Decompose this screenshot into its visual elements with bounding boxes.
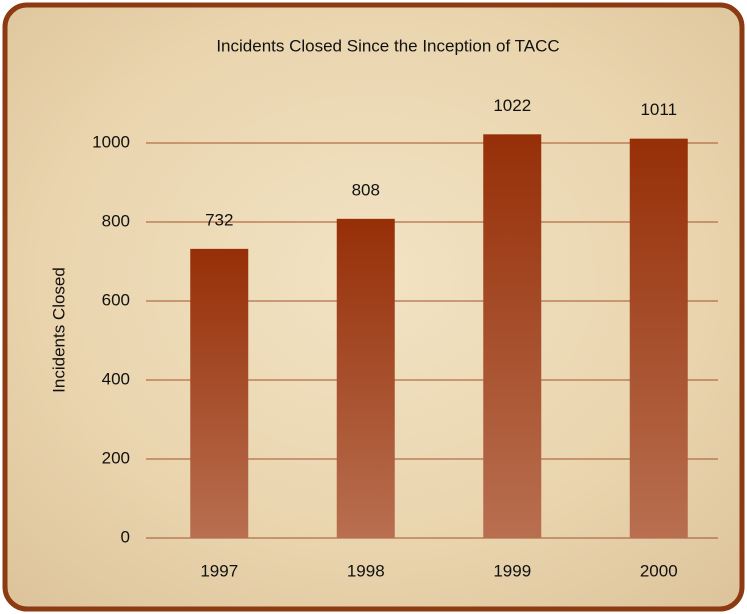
x-tick-label: 2000 [640, 561, 678, 580]
x-tick-label: 1998 [347, 561, 385, 580]
y-tick-label: 400 [102, 369, 130, 388]
data-label: 732 [205, 210, 233, 229]
y-tick-label: 1000 [92, 132, 130, 151]
data-label: 1011 [640, 100, 677, 119]
data-label: 1022 [493, 96, 531, 115]
bar [190, 248, 249, 539]
x-tick-label: 1997 [200, 561, 238, 580]
data-label: 808 [352, 180, 380, 199]
y-tick-label: 600 [102, 290, 130, 309]
y-tick-label: 0 [121, 527, 130, 546]
y-tick-label: 200 [102, 448, 130, 467]
y-axis-label: Incidents Closed [49, 267, 68, 393]
bar [629, 138, 688, 538]
chart-title: Incidents Closed Since the Inception of … [216, 36, 559, 55]
bar [483, 134, 542, 538]
x-tick-label: 1999 [493, 561, 531, 580]
bar [336, 218, 395, 538]
y-tick-label: 800 [102, 211, 130, 230]
